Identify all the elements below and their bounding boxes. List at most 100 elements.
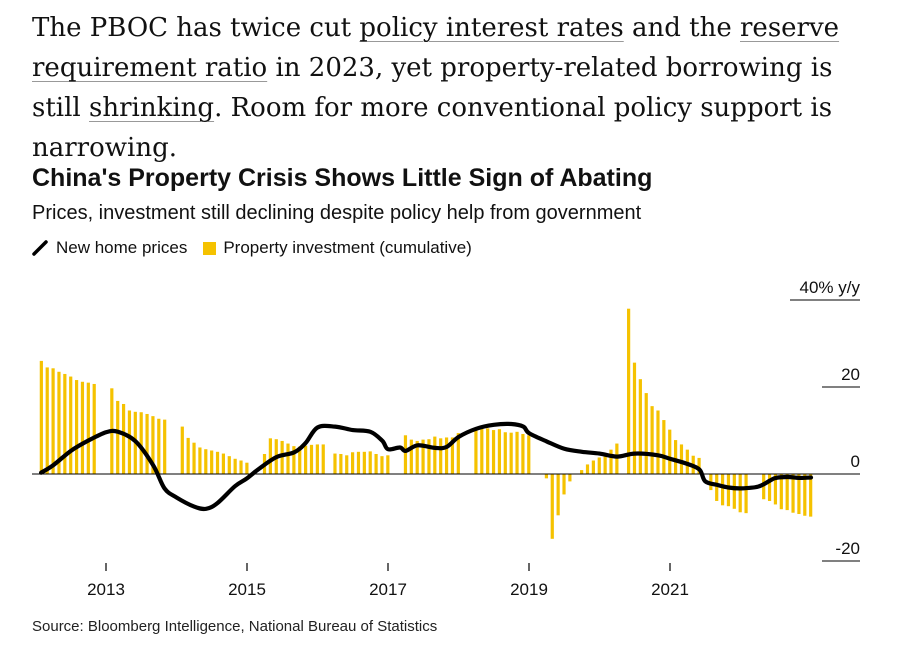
bar (767, 474, 772, 501)
y-axis-label: 40% y/y (800, 278, 861, 297)
bar (74, 380, 79, 474)
bar (503, 432, 507, 474)
bar (585, 464, 590, 474)
bar (333, 453, 337, 474)
legend-label: Property investment (cumulative) (223, 238, 472, 257)
bar (163, 419, 167, 475)
bar (715, 474, 719, 501)
bar (57, 371, 61, 474)
x-tick-label: 2015 (228, 580, 266, 599)
bar (403, 435, 408, 474)
bar (421, 439, 425, 474)
bar (127, 410, 132, 474)
source-note: Source: Bloomberg Intelligence, National… (32, 618, 438, 635)
bar (227, 456, 231, 474)
y-tick-label: 0 (851, 452, 860, 471)
legend-item-property-investment: Property investment (cumulative) (203, 238, 472, 258)
bar (439, 438, 443, 474)
bar (491, 430, 496, 474)
bar (368, 451, 372, 474)
legend-item-home-prices: New home prices (32, 238, 187, 258)
bar (151, 416, 155, 474)
chart-subtitle: Prices, investment still declining despi… (32, 202, 642, 224)
bar (292, 446, 296, 474)
bar (785, 474, 789, 511)
bar (121, 403, 126, 474)
bar (280, 440, 284, 474)
bar (145, 413, 149, 474)
bar (286, 443, 290, 474)
bar (380, 456, 384, 474)
bar (644, 393, 648, 474)
bar (515, 431, 519, 474)
shrinking-link[interactable]: shrinking (89, 93, 215, 123)
bar (309, 444, 314, 474)
bar (732, 474, 736, 509)
bar (139, 412, 143, 474)
chart-title: China's Property Crisis Shows Little Sig… (32, 164, 653, 192)
y-tick-label: 20 (841, 365, 860, 384)
bar (92, 383, 96, 474)
policy-interest-rates-link[interactable]: policy interest rates (359, 13, 624, 43)
bar-swatch-icon (203, 241, 217, 255)
reserve-requirement-ratio-link[interactable]: reserve requirement ratio (32, 13, 840, 83)
bar (304, 445, 308, 474)
bar (233, 458, 237, 474)
bar (597, 457, 601, 474)
bar (603, 455, 607, 474)
bar (697, 457, 701, 474)
bar (298, 446, 302, 474)
bar (433, 436, 437, 474)
bar (362, 451, 366, 474)
bar (627, 308, 631, 474)
bar (210, 450, 214, 474)
bar (339, 453, 343, 474)
bar (809, 474, 813, 517)
chart-plot: 20 0 -20 40% y/y 2013 2015 2017 2019 2021 (32, 278, 861, 599)
bar (456, 433, 460, 474)
chart-legend: New home prices Property investment (cum… (32, 238, 488, 258)
bar (374, 453, 378, 474)
intro-text: in 2023, yet property-related borrowing … (32, 53, 833, 123)
bar (662, 420, 666, 474)
bar (726, 474, 731, 507)
bar (773, 474, 778, 505)
bar (668, 429, 672, 474)
bar (386, 455, 390, 474)
bar (51, 368, 55, 474)
bar (615, 443, 619, 474)
bar (779, 474, 783, 510)
line-swatch-icon (32, 240, 48, 256)
bar (521, 433, 525, 474)
x-tick-label: 2021 (651, 580, 689, 599)
bar (268, 438, 272, 474)
bar (321, 444, 325, 474)
bar (409, 439, 413, 474)
intro-paragraph: The PBOC has twice cut policy interest r… (32, 8, 882, 168)
bar (791, 474, 795, 513)
bar (480, 428, 484, 474)
bar (720, 474, 725, 506)
bar (351, 452, 355, 474)
bar (656, 410, 660, 474)
bar (157, 418, 161, 474)
bar (39, 360, 43, 474)
bar (198, 447, 202, 474)
bar (803, 474, 807, 516)
bar (474, 428, 478, 474)
intro-text: The PBOC has twice cut (32, 13, 360, 43)
bar (550, 474, 554, 539)
bar (591, 460, 595, 474)
bar (315, 444, 319, 474)
bar (356, 451, 361, 474)
bar (245, 462, 249, 474)
bar (192, 442, 196, 474)
bar (568, 474, 572, 482)
x-tick-label: 2017 (369, 580, 407, 599)
bar (45, 367, 49, 474)
bar (239, 460, 243, 474)
legend-label: New home prices (56, 238, 188, 257)
bar (63, 373, 67, 474)
bar (186, 437, 190, 474)
bar (562, 474, 566, 495)
